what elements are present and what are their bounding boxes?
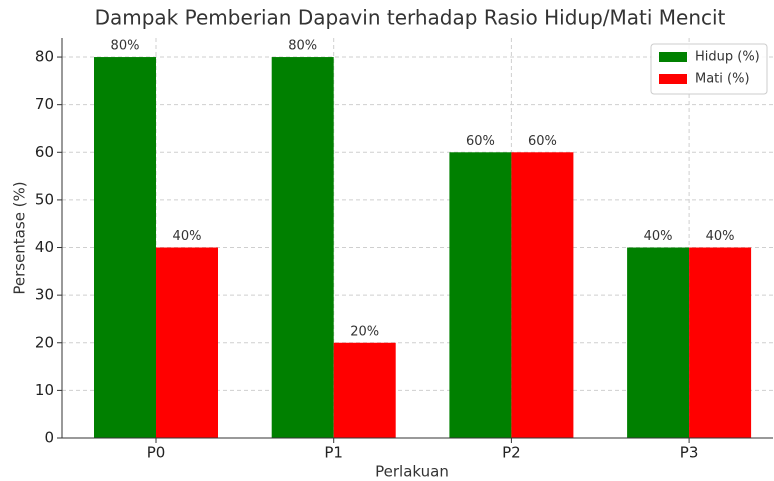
value-label: 20% (350, 324, 379, 339)
y-tick-label: 60 (35, 143, 54, 161)
y-tick-label: 70 (35, 95, 54, 113)
y-tick-label: 0 (44, 429, 54, 447)
bar (333, 342, 396, 438)
bar (156, 247, 218, 438)
legend-swatch (659, 52, 687, 62)
bar (449, 152, 512, 439)
bar (689, 247, 752, 438)
value-label: 80% (111, 39, 140, 54)
y-tick-label: 10 (35, 381, 54, 399)
bar (627, 247, 690, 438)
value-label: 60% (466, 134, 495, 149)
y-tick-label: 20 (35, 333, 54, 351)
x-tick-label: P0 (147, 444, 166, 462)
bar (511, 152, 574, 439)
x-tick-label: P1 (324, 444, 343, 462)
y-axis-label: Persentase (%) (11, 181, 29, 294)
x-tick-label: P3 (680, 444, 699, 462)
value-label: 40% (173, 229, 202, 244)
y-tick-label: 30 (35, 286, 54, 304)
y-tick-label: 40 (35, 238, 54, 256)
y-tick-label: 80 (35, 48, 54, 66)
value-label: 80% (288, 39, 317, 54)
x-tick-label: P2 (502, 444, 521, 462)
legend-label: Hidup (%) (695, 50, 760, 65)
value-label: 40% (706, 229, 735, 244)
legend-swatch (659, 74, 687, 84)
bar (94, 57, 156, 439)
legend-label: Mati (%) (695, 72, 750, 87)
bar (271, 57, 334, 439)
y-tick-label: 50 (35, 190, 54, 208)
chart-title: Dampak Pemberian Dapavin terhadap Rasio … (95, 6, 726, 30)
value-label: 60% (528, 134, 557, 149)
x-axis-label: Perlakuan (375, 463, 449, 481)
value-label: 40% (644, 229, 673, 244)
